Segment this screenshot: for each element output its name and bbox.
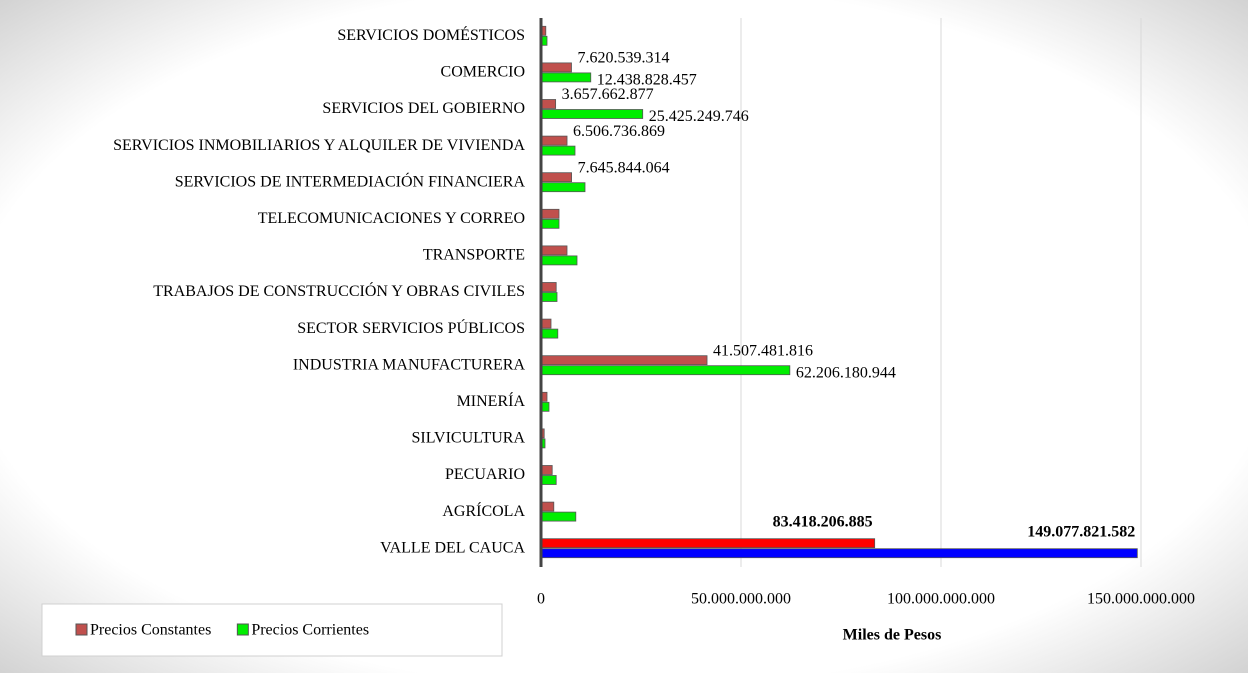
y-tick-label: SERVICIOS DE INTERMEDIACIÓN FINANCIERA — [175, 171, 526, 190]
y-tick-label: TRABAJOS DE CONSTRUCCIÓN Y OBRAS CIVILES — [153, 281, 525, 300]
bar — [540, 182, 586, 193]
x-tick-label: 150.000.000.000 — [1087, 591, 1195, 608]
data-label: 3.657.662.877 — [562, 86, 654, 103]
data-label: 41.507.481.816 — [713, 342, 813, 359]
y-tick-label: TRANSPORTE — [423, 247, 525, 264]
bar — [540, 501, 555, 512]
bar — [540, 135, 568, 146]
bar — [540, 282, 557, 292]
bar — [540, 475, 557, 485]
bar — [540, 218, 560, 229]
bar — [540, 328, 559, 339]
x-axis-title: Miles de Pesos — [843, 627, 942, 644]
y-tick-label: SECTOR SERVICIOS PÚBLICOS — [297, 318, 525, 337]
y-tick-label: SERVICIOS DEL GOBIERNO — [322, 100, 525, 117]
y-tick-label: INDUSTRIA MANUFACTURERA — [293, 356, 526, 373]
y-tick-label: COMERCIO — [441, 64, 525, 81]
data-label: 7.645.844.064 — [578, 159, 670, 176]
y-tick-label: MINERÍA — [457, 391, 526, 410]
x-tick-label: 50.000.000.000 — [691, 591, 791, 608]
bar — [540, 548, 1138, 559]
bar — [540, 355, 708, 366]
legend-box — [41, 603, 503, 657]
y-tick-label: PECUARIO — [445, 466, 525, 483]
data-label: 149.077.821.582 — [1027, 523, 1135, 540]
bar — [540, 465, 553, 475]
y-tick-label: VALLE DEL CAUCA — [380, 539, 525, 556]
bar — [540, 109, 644, 119]
legend-label: Precios Corrientes — [251, 622, 369, 639]
bar — [540, 99, 557, 109]
data-label: 7.620.539.314 — [577, 50, 669, 67]
y-tick-label: TELECOMUNICACIONES Y CORREO — [258, 210, 525, 227]
legend-swatch — [75, 623, 88, 636]
legend-swatch — [236, 623, 249, 636]
bar — [540, 172, 572, 183]
data-label: 62.206.180.944 — [796, 364, 896, 381]
bar — [540, 538, 876, 549]
bar — [540, 292, 558, 302]
bar — [540, 62, 572, 73]
legend-label: Precios Constantes — [90, 622, 211, 639]
bar — [540, 365, 791, 376]
data-label: 12.438.828.457 — [597, 72, 697, 89]
y-tick-label: SERVICIOS INMOBILIARIOS Y ALQUILER DE VI… — [113, 137, 525, 154]
bar — [540, 208, 560, 219]
bar — [540, 145, 576, 156]
y-tick-label: SILVICULTURA — [412, 430, 526, 447]
bar — [540, 72, 592, 83]
data-label: 25.425.249.746 — [649, 108, 749, 125]
x-tick-label: 0 — [537, 591, 545, 608]
bar — [540, 255, 578, 266]
y-tick-label: AGRÍCOLA — [442, 501, 525, 520]
data-label: 6.506.736.869 — [573, 123, 665, 140]
bar — [540, 511, 577, 522]
x-tick-label: 100.000.000.000 — [887, 591, 995, 608]
bar — [540, 245, 568, 256]
data-label: 83.418.206.885 — [773, 513, 873, 530]
y-tick-label: SERVICIOS DOMÉSTICOS — [337, 25, 525, 44]
